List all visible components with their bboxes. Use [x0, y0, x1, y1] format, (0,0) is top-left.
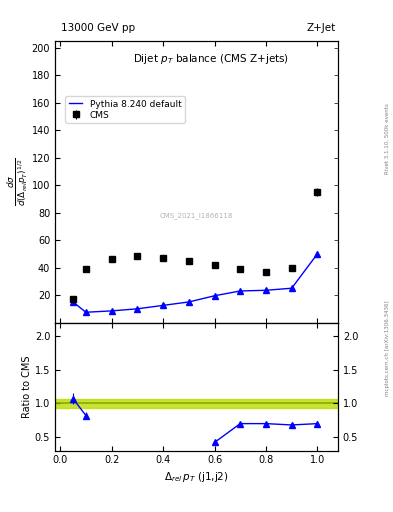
Bar	[55, 399, 338, 408]
Pythia 8.240 default	[186, 299, 191, 305]
Pythia 8.240 default	[212, 293, 217, 299]
Pythia 8.240 default	[238, 288, 242, 294]
Pythia 8.240 default	[71, 299, 75, 305]
Legend: Pythia 8.240 default, CMS: Pythia 8.240 default, CMS	[65, 96, 185, 123]
Text: 13000 GeV pp: 13000 GeV pp	[61, 23, 135, 33]
Text: mcplots.cern.ch [arXiv:1306.3436]: mcplots.cern.ch [arXiv:1306.3436]	[385, 301, 389, 396]
Y-axis label: $\frac{d\sigma}{d(\Delta_{rel}p_T)^{1/2}}$: $\frac{d\sigma}{d(\Delta_{rel}p_T)^{1/2}…	[6, 158, 30, 206]
Pythia 8.240 default	[161, 302, 165, 308]
Pythia 8.240 default	[315, 251, 320, 257]
Pythia 8.240 default	[84, 309, 88, 315]
Y-axis label: Ratio to CMS: Ratio to CMS	[22, 355, 32, 418]
Pythia 8.240 default	[264, 287, 268, 293]
Line: Pythia 8.240 default: Pythia 8.240 default	[73, 254, 318, 312]
Text: CMS_2021_I1866118: CMS_2021_I1866118	[160, 212, 233, 219]
Pythia 8.240 default	[135, 306, 140, 312]
Text: Z+Jet: Z+Jet	[307, 23, 336, 33]
Text: Dijet $p_T$ balance (CMS Z+jets): Dijet $p_T$ balance (CMS Z+jets)	[132, 52, 289, 66]
Pythia 8.240 default	[109, 308, 114, 314]
Pythia 8.240 default	[289, 285, 294, 291]
X-axis label: $\Delta_{rel}\,p_T$ (j1,j2): $\Delta_{rel}\,p_T$ (j1,j2)	[164, 470, 229, 484]
Text: Rivet 3.1.10, 500k events: Rivet 3.1.10, 500k events	[385, 103, 389, 174]
